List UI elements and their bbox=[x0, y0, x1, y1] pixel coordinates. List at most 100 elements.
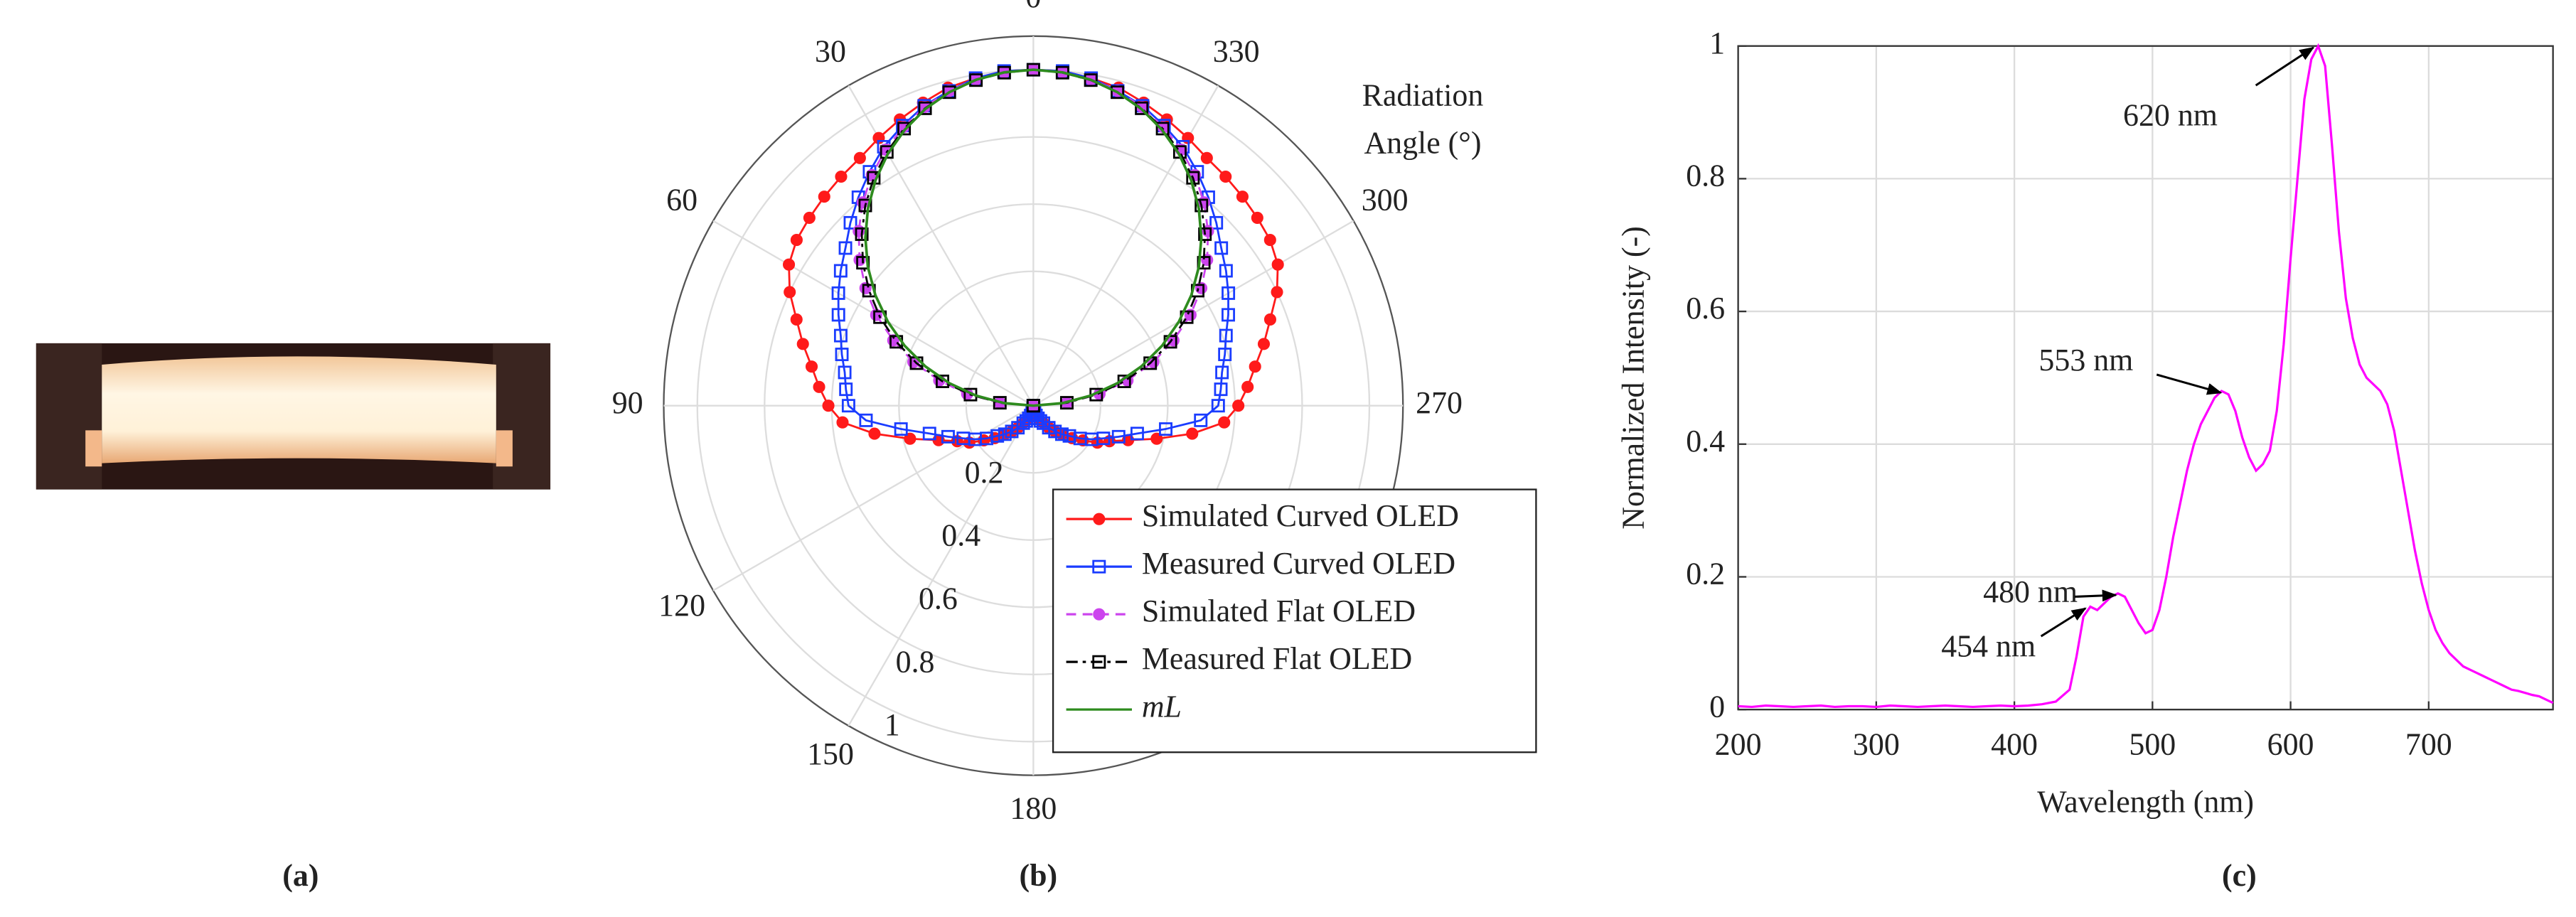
theta-tick-label: 330 bbox=[1213, 35, 1260, 69]
marker bbox=[1219, 264, 1233, 278]
plot-area bbox=[1738, 45, 2553, 710]
legend-marker bbox=[1093, 513, 1106, 525]
spectrum-line bbox=[1738, 43, 2554, 709]
marker bbox=[1271, 258, 1284, 271]
annotation: 620 nm bbox=[2123, 98, 2218, 132]
x-tick-label: 300 bbox=[1853, 727, 1900, 761]
marker bbox=[822, 399, 835, 412]
x-tick-label: 200 bbox=[1715, 727, 1762, 761]
marker bbox=[805, 360, 818, 373]
series-line bbox=[860, 68, 1207, 407]
marker bbox=[1222, 286, 1236, 300]
theta-tick-label: 300 bbox=[1362, 183, 1409, 217]
series-line bbox=[864, 68, 1203, 407]
marker bbox=[1232, 399, 1245, 412]
y-tick-label: 0.6 bbox=[1686, 291, 1725, 326]
photo-holder bbox=[36, 343, 102, 490]
marker bbox=[843, 215, 857, 230]
y-tick-label: 1 bbox=[1709, 26, 1725, 60]
marker bbox=[1219, 170, 1232, 183]
theta-axis-title: Angle (°) bbox=[1364, 127, 1481, 161]
marker bbox=[784, 286, 796, 299]
marker bbox=[796, 338, 809, 350]
legend-marker bbox=[1092, 559, 1106, 574]
marker bbox=[838, 365, 852, 380]
legend-marker bbox=[1093, 608, 1106, 621]
marker bbox=[1200, 151, 1213, 164]
legend-label: Measured Flat OLED bbox=[1142, 642, 1412, 676]
x-tick-label: 600 bbox=[2267, 727, 2314, 761]
theta-tick-label: 0 bbox=[1025, 0, 1041, 14]
marker bbox=[1211, 399, 1225, 413]
x-tick-label: 500 bbox=[2129, 727, 2176, 761]
photo-holder bbox=[493, 343, 551, 490]
y-tick-label: 0.8 bbox=[1686, 159, 1725, 193]
marker bbox=[1198, 227, 1212, 241]
marker bbox=[859, 413, 873, 427]
marker bbox=[835, 170, 848, 183]
marker bbox=[839, 382, 853, 397]
r-tick-label: 1 bbox=[885, 708, 900, 742]
marker bbox=[1257, 338, 1271, 350]
plot-frame bbox=[1737, 45, 2554, 711]
marker bbox=[1048, 424, 1062, 439]
marker bbox=[838, 241, 853, 255]
marker bbox=[841, 399, 855, 413]
marker bbox=[835, 348, 849, 362]
marker bbox=[818, 191, 830, 203]
legend-marker bbox=[1092, 655, 1106, 669]
marker bbox=[1159, 422, 1173, 436]
x-tick-label: 400 bbox=[1991, 727, 2038, 761]
marker bbox=[790, 313, 803, 326]
x-tick-label: 700 bbox=[2405, 727, 2452, 761]
marker bbox=[1209, 215, 1224, 230]
line-chart: 0 0.2 0.4 0.6 0.8 1 200 300 400 500 600 700 Waveleng… bbox=[1616, 26, 2554, 819]
marker bbox=[904, 432, 916, 445]
marker bbox=[1054, 427, 1069, 441]
marker bbox=[803, 211, 816, 224]
marker bbox=[1111, 429, 1126, 444]
marker bbox=[831, 286, 845, 300]
theta-tick-label: 270 bbox=[1416, 386, 1463, 420]
theta-tick-label: 30 bbox=[815, 35, 846, 69]
marker bbox=[1251, 211, 1263, 224]
marker bbox=[853, 151, 866, 164]
theta-axis-title: Radiation bbox=[1362, 79, 1484, 113]
panel-label: (a) bbox=[282, 859, 319, 893]
legend-label: Simulated Flat OLED bbox=[1142, 594, 1416, 628]
polar-plot: 0 30 60 90 120 150 180 270 300 330 0.2 0.4 0.6 0.8 1 Si… bbox=[612, 0, 1537, 826]
marker bbox=[1263, 234, 1276, 247]
r-tick-label: 0.6 bbox=[919, 582, 958, 616]
marker bbox=[1271, 286, 1283, 299]
annotation: 480 nm bbox=[1983, 575, 2078, 609]
marker bbox=[1215, 365, 1229, 380]
marker bbox=[836, 416, 849, 429]
marker bbox=[1249, 360, 1261, 373]
legend-label: Simulated Curved OLED bbox=[1142, 499, 1459, 533]
marker bbox=[1096, 431, 1111, 446]
annotation-arrow bbox=[2040, 607, 2087, 638]
annotation: 454 nm bbox=[1941, 630, 2036, 664]
marker bbox=[1241, 380, 1254, 393]
marker bbox=[1218, 416, 1231, 429]
marker bbox=[813, 380, 825, 393]
marker bbox=[1150, 432, 1163, 445]
marker bbox=[1263, 313, 1276, 326]
marker bbox=[1033, 414, 1047, 428]
y-tick-label: 0 bbox=[1709, 690, 1725, 724]
marker bbox=[833, 264, 848, 278]
marker bbox=[990, 429, 1005, 443]
marker bbox=[855, 227, 869, 241]
marker bbox=[1084, 73, 1098, 87]
marker bbox=[918, 101, 932, 115]
marker bbox=[942, 85, 956, 100]
theta-tick-label: 150 bbox=[807, 737, 854, 771]
marker bbox=[1214, 382, 1228, 397]
panel-label: (b) bbox=[1019, 859, 1057, 893]
marker bbox=[1135, 101, 1149, 115]
annotation-arrow bbox=[2255, 46, 2315, 87]
theta-tick-label: 120 bbox=[658, 589, 705, 623]
marker bbox=[1219, 328, 1233, 343]
marker bbox=[1186, 427, 1199, 440]
